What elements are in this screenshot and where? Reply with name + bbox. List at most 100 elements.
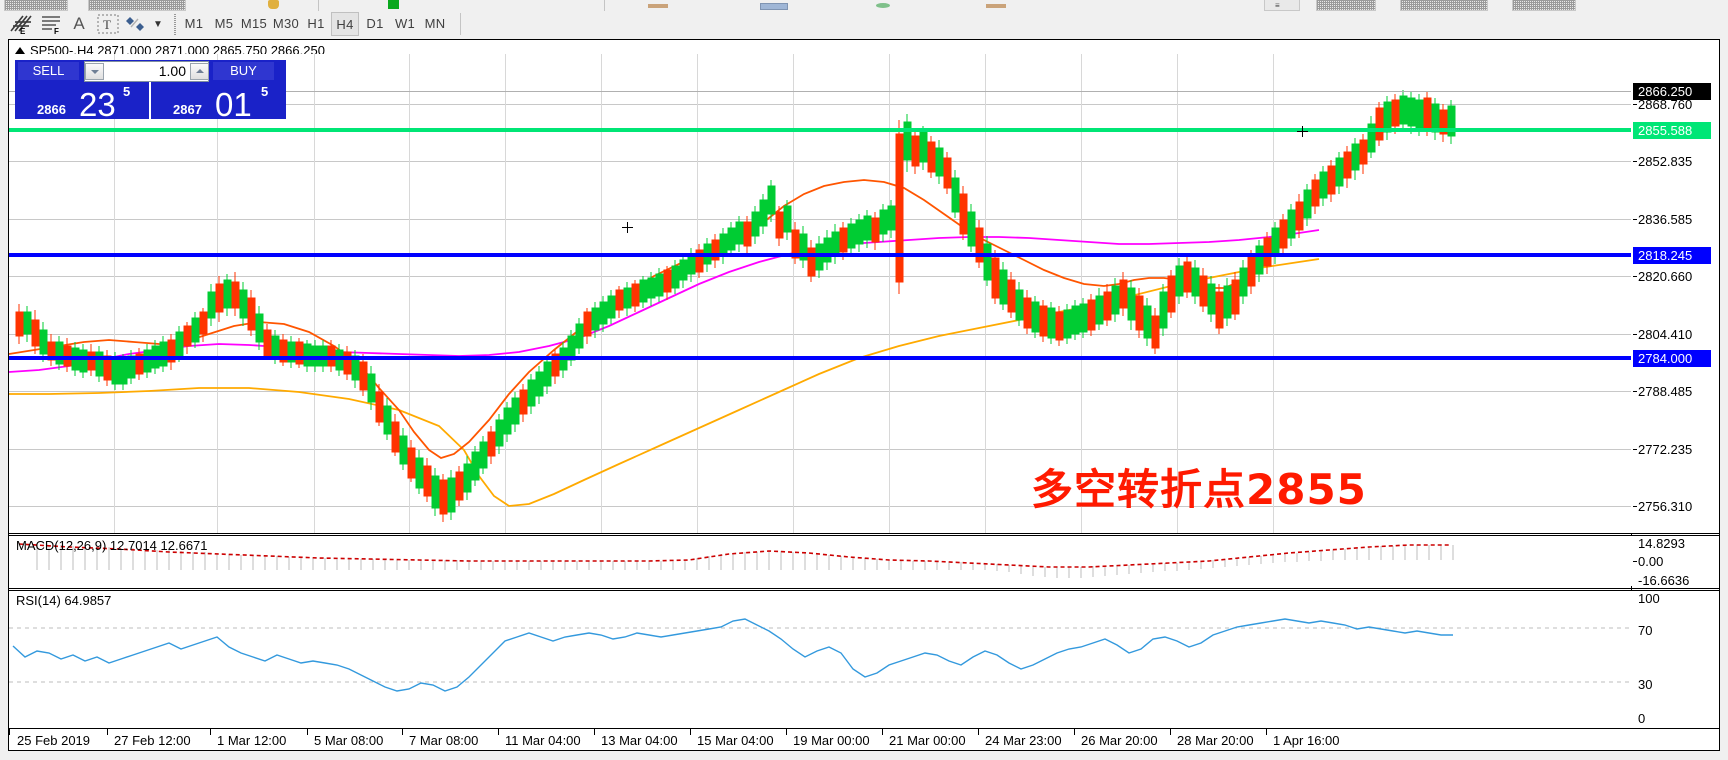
buy-price-display[interactable]: 2867 01 5 <box>151 82 286 119</box>
volume-value[interactable]: 1.00 <box>158 63 186 79</box>
price-macd-divider-2 <box>9 535 1719 536</box>
indicators-icon[interactable]: E <box>6 13 36 35</box>
upper-toolbar-strip[interactable]: ≡ <box>0 0 1728 12</box>
rsi-tick-label: 100 <box>1638 591 1660 606</box>
volume-decrement-button[interactable] <box>85 63 104 80</box>
collapse-icon[interactable] <box>15 47 25 54</box>
time-label: 25 Feb 2019 <box>17 733 91 748</box>
price-chart-svg <box>9 54 1631 533</box>
timeframe-h4[interactable]: H4 <box>331 12 359 36</box>
price-tick-label: 2804.410 <box>1638 327 1693 342</box>
timeframe-m30[interactable]: M30 <box>272 16 300 31</box>
price-tick-mark <box>1633 334 1637 335</box>
folder-icon[interactable] <box>268 0 279 9</box>
periodicity-icon[interactable]: F <box>36 13 66 35</box>
time-label: 19 Mar 00:00 <box>793 733 870 748</box>
chart-annotation-text: 多空转折点2855 <box>1031 465 1367 514</box>
volume-increment-button[interactable] <box>190 63 209 80</box>
price-tick-label: 2772.235 <box>1638 442 1693 457</box>
blue-bar-icon[interactable] <box>760 3 788 10</box>
rsi-tick-label: 0 <box>1638 711 1646 726</box>
price-tick-mark <box>1633 391 1637 392</box>
time-tick-mark <box>594 729 595 735</box>
macd-tick-label: 14.8293 <box>1638 536 1685 551</box>
time-tick-mark <box>1266 729 1267 735</box>
price-tick-label: 2852.835 <box>1638 154 1693 169</box>
price-tick-label: 2788.485 <box>1638 384 1693 399</box>
rsi-pane[interactable]: RSI(14) 64.9857 <box>9 591 1719 746</box>
toolbar-chip-3[interactable] <box>1264 0 1300 11</box>
tan-bar-icon-2[interactable] <box>986 4 1006 8</box>
chart-crosshair-2[interactable] <box>1297 126 1308 137</box>
price-tick-label: 2820.660 <box>1638 269 1693 284</box>
price-pane[interactable]: 多空转折点2855 <box>9 54 1719 533</box>
sell-price-prefix: 2866 <box>37 102 66 117</box>
timeframe-m5[interactable]: M5 <box>214 16 234 31</box>
toolbar-chip-6[interactable] <box>1512 0 1576 11</box>
objects-icon[interactable] <box>124 13 150 35</box>
rsi-scale: 100 70 30 0 <box>1632 591 1714 727</box>
toolbar-separator-1 <box>318 0 319 11</box>
bid-line-tag[interactable]: 2855.588 <box>1633 122 1711 139</box>
support-level-tag[interactable]: 2784.000 <box>1633 350 1711 367</box>
rsi-tick-label: 70 <box>1638 623 1653 638</box>
price-tick-mark <box>1633 276 1637 277</box>
time-label: 24 Mar 23:00 <box>985 733 1062 748</box>
timeframe-m1[interactable]: M1 <box>184 16 204 31</box>
timeframe-m15[interactable]: M15 <box>240 16 268 31</box>
timeframe-w1[interactable]: W1 <box>394 16 416 31</box>
time-tick-mark <box>307 729 308 735</box>
macd-chart-svg <box>18 543 1454 578</box>
one-click-controls-row[interactable]: SELL 1.00 BUY <box>15 60 286 82</box>
tan-bar-icon[interactable] <box>648 4 668 8</box>
chart-window[interactable]: SP500-,H4 2871.000 2871.000 2865.750 286… <box>8 39 1720 751</box>
toolbar-chip-2[interactable] <box>88 0 186 11</box>
timeframe-d1[interactable]: D1 <box>366 16 384 31</box>
time-label: 7 Mar 08:00 <box>409 733 479 748</box>
time-label: 13 Mar 04:00 <box>601 733 678 748</box>
equals-icon[interactable]: ≡ <box>1275 1 1280 10</box>
sell-price-display[interactable]: 2866 23 5 <box>15 82 149 119</box>
price-scale[interactable]: 2868.760 2852.835 2836.585 2820.660 2804… <box>1632 54 1714 533</box>
text-label-icon[interactable]: T <box>94 13 122 35</box>
current-price-tag[interactable]: 2866.250 <box>1633 83 1711 100</box>
chevron-up-icon <box>195 69 204 73</box>
toolbar-grip[interactable] <box>174 13 176 35</box>
toolbar-separator-3 <box>460 13 461 35</box>
time-label: 21 Mar 00:00 <box>889 733 966 748</box>
time-label: 5 Mar 08:00 <box>314 733 384 748</box>
green-square-icon[interactable] <box>388 0 399 9</box>
time-tick-mark <box>210 729 211 735</box>
main-toolbar[interactable]: E F A T ▼ <box>0 11 1728 37</box>
price-tick-mark <box>1633 506 1637 507</box>
macd-tick-label: 0.00 <box>1638 554 1664 569</box>
sell-price-fraction: 5 <box>123 84 131 99</box>
timeframe-mn[interactable]: MN <box>424 16 446 31</box>
price-tick-mark <box>1633 161 1637 162</box>
time-label: 1 Apr 16:00 <box>1273 733 1340 748</box>
time-scale[interactable]: 25 Feb 2019 27 Feb 12:00 1 Mar 12:00 5 M… <box>9 728 1719 750</box>
time-tick-mark <box>1170 729 1171 735</box>
macd-tick-mark <box>1633 561 1637 562</box>
macd-pane[interactable]: MACD(12,26,9) 12.7014 12.6671 <box>9 536 1719 586</box>
timeframe-h1[interactable]: H1 <box>307 16 325 31</box>
one-click-trading-panel[interactable]: SELL 1.00 BUY 2866 23 5 2867 01 5 <box>15 60 286 119</box>
time-tick-mark <box>402 729 403 735</box>
buy-button[interactable]: BUY <box>213 62 274 80</box>
macd-tick-label: -16.6636 <box>1638 573 1690 588</box>
time-tick-mark <box>107 729 108 735</box>
toolbar-chip-5[interactable] <box>1400 0 1488 11</box>
chart-crosshair[interactable] <box>622 222 633 233</box>
objects-dropdown-icon[interactable]: ▼ <box>153 18 163 30</box>
green-circle-icon[interactable] <box>876 3 890 8</box>
svg-text:T: T <box>103 17 111 32</box>
resistance-level-tag[interactable]: 2818.245 <box>1633 247 1711 264</box>
time-label: 15 Mar 04:00 <box>697 733 774 748</box>
time-tick-mark <box>9 729 10 735</box>
sell-button[interactable]: SELL <box>18 62 79 80</box>
text-tool-icon[interactable]: A <box>73 14 85 33</box>
toolbar-chip-4[interactable] <box>1316 0 1376 11</box>
toolbar-chip-1[interactable] <box>4 0 68 11</box>
svg-text:E: E <box>20 27 26 35</box>
